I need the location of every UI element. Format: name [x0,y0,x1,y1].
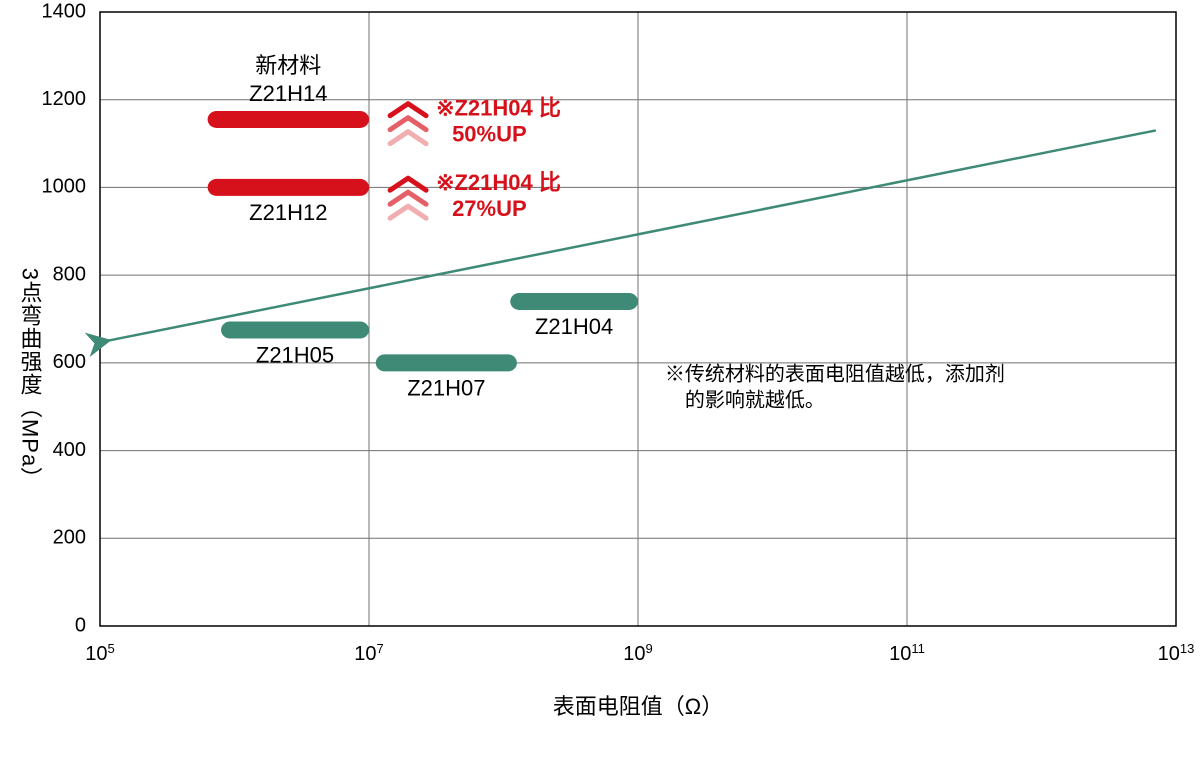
series-header-Z21H14: 新材料 [255,53,321,78]
series-bar-Z21H05 [221,321,369,338]
series-label-Z21H05: Z21H05 [256,342,334,367]
callout-chevron-icon [390,206,426,218]
y-tick-label: 0 [75,614,86,636]
series-label-Z21H14: Z21H14 [249,81,327,106]
callout-text-c1: ※Z21H04 比50%UP [436,96,561,147]
x-axis-label: 表面电阻值（Ω） [553,694,723,719]
chart-container: 0 200 400 600 800 1000 1200 1400 105 107 109 1011 10… [0,0,1200,778]
y-tick-label: 1200 [42,88,87,110]
x-tick-label: 107 [354,641,383,666]
y-tick-label: 400 [53,439,86,461]
series-bar-Z21H04 [510,293,638,310]
callout-text-c2: ※Z21H04 比27%UP [436,170,561,221]
y-tick-label: 600 [53,351,86,373]
chart-svg: 0 200 400 600 800 1000 1200 1400 105 107 109 1011 10… [0,0,1200,778]
y-tick-label: 1000 [42,176,87,198]
series-bar-Z21H14 [208,111,369,128]
callout-chevron-icon [390,132,426,144]
series-bar-Z21H07 [376,354,517,371]
series-bar-Z21H12 [208,179,369,196]
callout-chevron-icon [390,192,426,204]
series-label-Z21H04: Z21H04 [535,314,613,339]
x-tick-label: 1011 [889,641,925,666]
note-text: ※传统材料的表面电阻值越低，添加剂 的影响就越低。 [665,362,1005,411]
x-tick-label: 1013 [1158,641,1195,666]
x-tick-label: 105 [85,641,114,666]
y-axis-label: 3点弯曲强度（MPa） [18,268,43,490]
y-tick-label: 200 [53,527,86,549]
series-label-Z21H07: Z21H07 [407,375,485,400]
x-tick-label: 109 [623,641,652,666]
y-tick-label: 1400 [42,0,87,22]
callout-chevron-icon [390,118,426,130]
callout-chevron-icon [390,104,426,116]
callout-chevron-icon [390,178,426,190]
series-label-Z21H12: Z21H12 [249,200,327,225]
y-tick-label: 800 [53,263,86,285]
